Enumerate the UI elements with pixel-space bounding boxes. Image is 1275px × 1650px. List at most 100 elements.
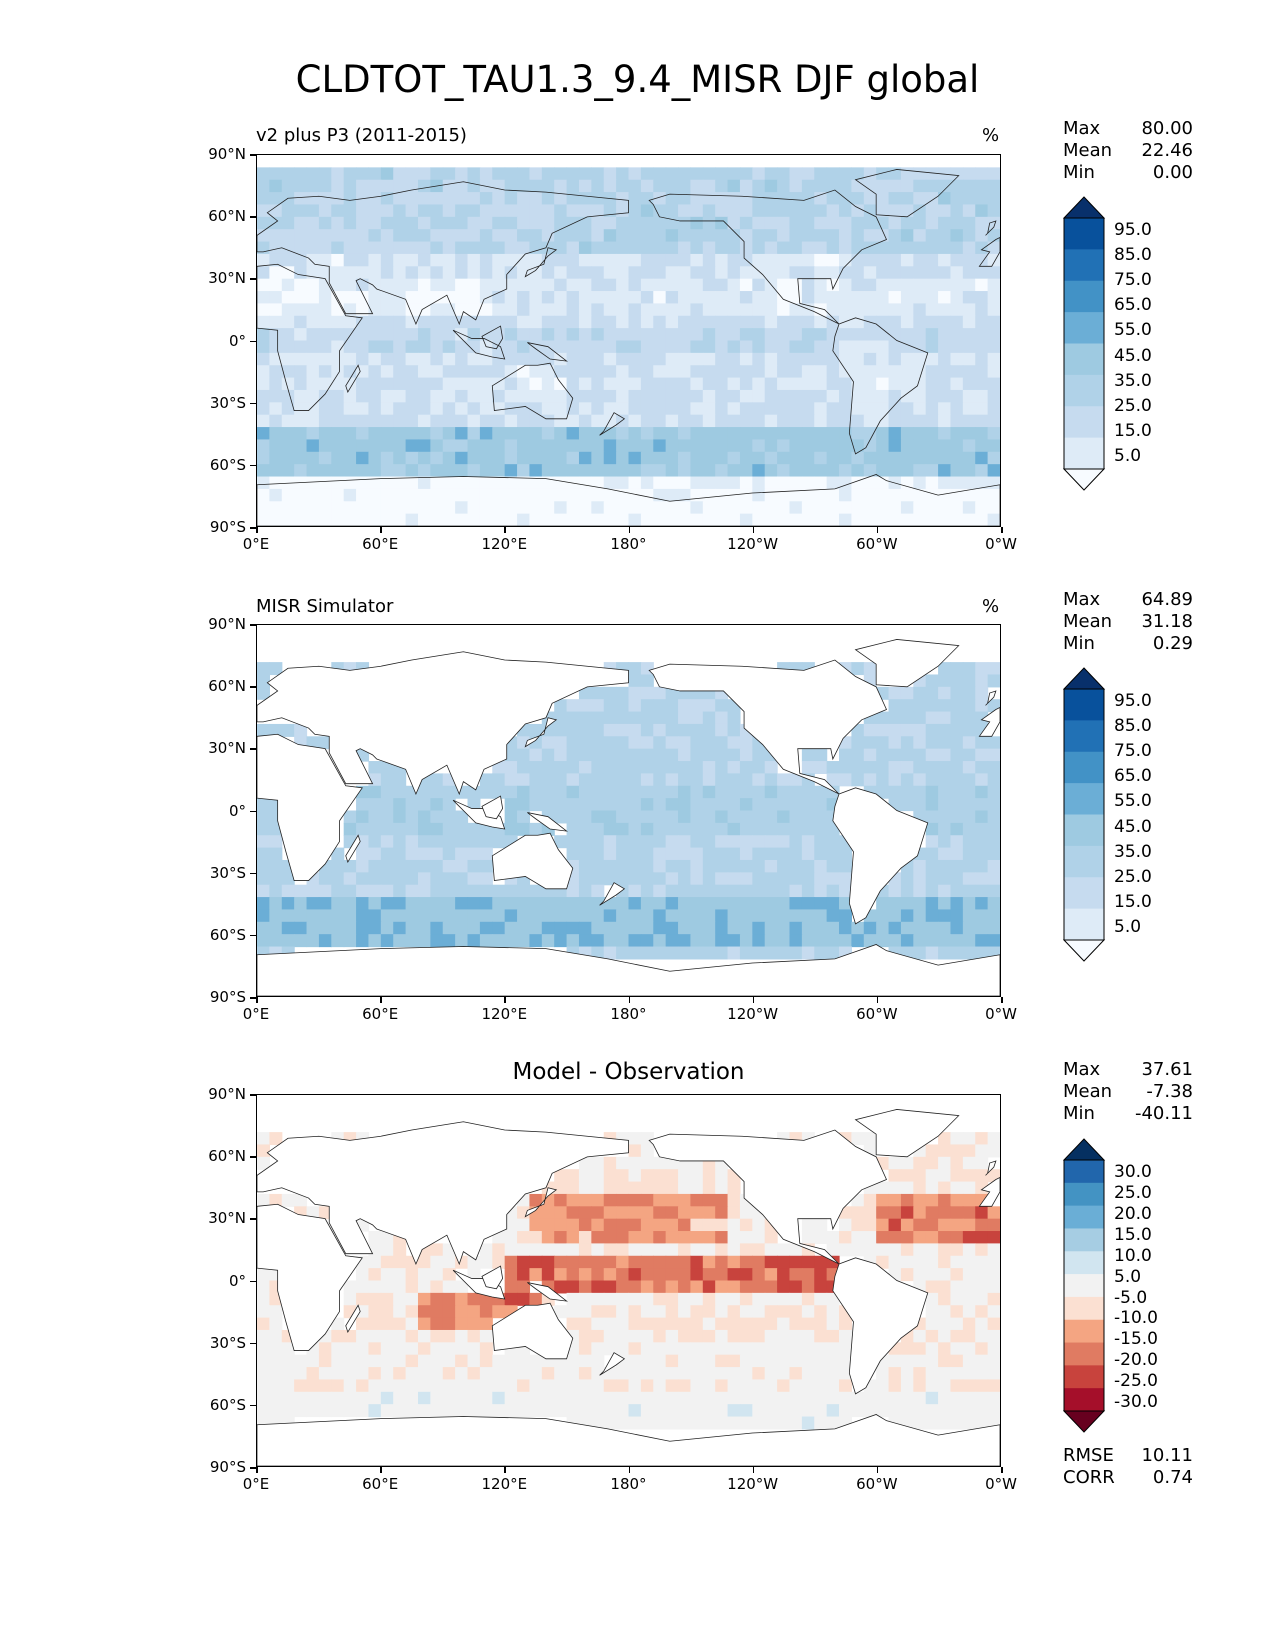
- field-cell: [690, 1305, 704, 1319]
- field-cell: [628, 1156, 642, 1170]
- lon-tick: [380, 997, 382, 1003]
- field-cell: [839, 167, 852, 181]
- field-cell: [417, 216, 431, 230]
- field-cell: [368, 451, 382, 465]
- field-cell: [281, 488, 295, 502]
- field-cell: [789, 934, 803, 948]
- field-cell: [789, 229, 803, 243]
- field-cell: [479, 216, 493, 230]
- field-cell: [591, 1218, 605, 1232]
- field-cell: [616, 167, 630, 181]
- field-cell: [727, 798, 741, 812]
- field-cell: [343, 921, 357, 935]
- field-cell: [405, 1329, 419, 1343]
- field-cell: [851, 216, 865, 230]
- field-cell: [752, 389, 766, 403]
- field-cell: [876, 464, 890, 478]
- field-cell: [417, 253, 431, 267]
- field-cell: [814, 859, 828, 873]
- field-cell: [393, 488, 407, 502]
- field-cell: [467, 389, 481, 403]
- field-cell: [987, 810, 1000, 824]
- field-cell: [678, 352, 692, 366]
- field-cell: [504, 451, 518, 465]
- field-cell: [578, 340, 592, 354]
- field-cell: [777, 1268, 791, 1282]
- field-cell: [826, 476, 840, 490]
- stat-value: 0.29: [1152, 633, 1193, 654]
- field-cell: [479, 167, 493, 181]
- field-cell: [442, 835, 456, 849]
- field-cell: [368, 1379, 382, 1393]
- field-cell: [876, 909, 890, 923]
- field-cell: [380, 1280, 394, 1294]
- field-cell: [900, 1169, 914, 1183]
- stat-label: Mean: [1063, 1081, 1113, 1102]
- field-cell: [925, 934, 939, 948]
- field-cell: [715, 179, 729, 193]
- field-cell: [777, 464, 791, 478]
- field-cell: [938, 464, 952, 478]
- field-cell: [962, 1391, 976, 1405]
- field-cell: [938, 1156, 952, 1170]
- field-cell: [715, 934, 729, 948]
- field-cell: [578, 1231, 592, 1244]
- field-cell: [281, 1391, 295, 1405]
- field-cell: [888, 427, 902, 441]
- field-cell: [777, 513, 791, 526]
- field-cell: [504, 216, 518, 230]
- field-cell: [752, 1268, 766, 1282]
- field-cell: [814, 266, 828, 280]
- field-cell: [814, 451, 828, 465]
- field-cell: [417, 229, 431, 243]
- field-cell: [269, 291, 283, 304]
- field-cell: [900, 402, 914, 416]
- field-cell: [727, 1268, 741, 1282]
- field-cell: [640, 934, 654, 948]
- field-cell: [591, 686, 605, 700]
- field-cell: [777, 798, 791, 812]
- field-cell: [306, 241, 320, 255]
- field-cell: [764, 1379, 778, 1393]
- field-cell: [479, 1404, 493, 1418]
- field-cell: [739, 1218, 753, 1232]
- field-cell: [554, 748, 568, 762]
- field-cell: [628, 229, 642, 243]
- field-cell: [665, 1342, 679, 1356]
- field-cell: [578, 315, 592, 329]
- field-cell: [839, 414, 852, 428]
- field-cell: [269, 377, 283, 391]
- field-cell: [876, 402, 890, 416]
- field-cell: [962, 1305, 976, 1319]
- field-cell: [764, 501, 778, 515]
- field-cell: [938, 1317, 952, 1331]
- field-cell: [739, 785, 753, 799]
- field-cell: [814, 476, 828, 490]
- field-cell: [678, 946, 692, 960]
- field-cell: [356, 204, 370, 218]
- field-cell: [504, 909, 518, 923]
- field-cell: [925, 897, 939, 911]
- stat-label: Min: [1063, 1103, 1095, 1124]
- field-cell: [950, 686, 964, 700]
- field-cell: [628, 1268, 642, 1282]
- field-cell: [876, 1404, 890, 1418]
- field-cell: [950, 377, 964, 391]
- field-cell: [492, 253, 506, 267]
- field-cell: [900, 884, 914, 898]
- field-cell: [294, 389, 308, 403]
- field-cell: [715, 291, 729, 304]
- field-cell: [628, 773, 642, 787]
- field-cell: [801, 513, 815, 526]
- field-cell: [913, 909, 927, 923]
- field-cell: [962, 513, 976, 526]
- field-cell: [839, 761, 852, 774]
- field-cell: [678, 1354, 692, 1368]
- field-cell: [702, 1379, 716, 1393]
- field-cell: [702, 1342, 716, 1356]
- field-cell: [739, 328, 753, 342]
- field-cell: [826, 402, 840, 416]
- lat-tick-label: 30°N: [208, 739, 246, 758]
- field-cell: [257, 1280, 270, 1294]
- field-cell: [678, 291, 692, 304]
